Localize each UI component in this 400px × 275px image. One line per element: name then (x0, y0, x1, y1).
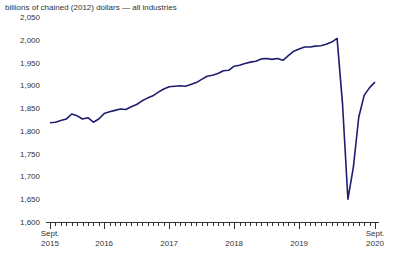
x-tick-label: 2016 (95, 239, 113, 248)
x-tick (120, 222, 121, 226)
x-tick (348, 222, 349, 226)
x-tick (126, 222, 127, 226)
x-tick (310, 222, 311, 226)
x-tick-label: 2017 (160, 239, 178, 248)
x-tick (370, 222, 371, 226)
x-tick (256, 222, 257, 226)
x-tick-label: Sept.2015 (41, 229, 60, 248)
y-tick-label: 1,700 (20, 172, 41, 181)
x-tick (234, 222, 235, 229)
x-tick (55, 222, 56, 226)
chart: billions of chained (2012) dollars — all… (0, 0, 400, 275)
x-tick (202, 222, 203, 226)
x-tick (245, 222, 246, 226)
y-tick-label: 1,900 (20, 81, 41, 90)
x-tick (250, 222, 251, 226)
x-tick (288, 222, 289, 226)
x-tick (240, 222, 241, 226)
x-tick (375, 222, 376, 229)
x-tick (283, 222, 284, 226)
x-tick (272, 222, 273, 226)
axis-title: billions of chained (2012) dollars — all… (5, 3, 177, 12)
x-tick (110, 222, 111, 226)
x-tick (229, 222, 230, 226)
x-tick (153, 222, 154, 226)
x-tick (115, 222, 116, 226)
x-tick (213, 222, 214, 226)
x-tick (180, 222, 181, 226)
x-tick (321, 222, 322, 226)
y-tick-label: 1,850 (20, 104, 41, 113)
x-axis: Sept.2015 2016 2017 2018 2019 Sept.2020 (41, 222, 385, 248)
x-tick (332, 222, 333, 226)
x-tick (218, 222, 219, 226)
x-tick (353, 222, 354, 226)
x-tick (148, 222, 149, 226)
x-tick (359, 222, 360, 226)
x-tick (305, 222, 306, 226)
x-tick (175, 222, 176, 226)
x-axis-line (46, 222, 379, 223)
x-tick (278, 222, 279, 226)
plot-area (50, 38, 375, 199)
x-tick (66, 222, 67, 226)
x-tick (326, 222, 327, 226)
x-tick (169, 222, 170, 229)
x-tick (50, 222, 51, 229)
x-tick (104, 222, 105, 229)
x-tick (137, 222, 138, 226)
x-tick (364, 222, 365, 226)
y-tick-label: 1,600 (20, 218, 41, 227)
y-tick-label: 2,050 (20, 13, 41, 22)
x-tick (77, 222, 78, 226)
x-tick-label: 2019 (290, 239, 308, 248)
x-tick (61, 222, 62, 226)
x-tick (207, 222, 208, 226)
x-tick (185, 222, 186, 226)
x-tick (164, 222, 165, 226)
x-tick (142, 222, 143, 226)
x-tick (99, 222, 100, 226)
x-tick (267, 222, 268, 226)
x-tick (93, 222, 94, 226)
x-tick (158, 222, 159, 226)
x-tick-label: Sept.2020 (366, 229, 385, 248)
y-tick-label: 1,750 (20, 150, 41, 159)
x-tick (88, 222, 89, 226)
x-tick (261, 222, 262, 226)
y-tick-label: 1,950 (20, 59, 41, 68)
y-tick-label: 1,650 (20, 195, 41, 204)
x-tick (337, 222, 338, 226)
x-tick (196, 222, 197, 226)
x-tick (83, 222, 84, 226)
data-line (50, 38, 375, 199)
x-tick (72, 222, 73, 226)
x-tick (131, 222, 132, 226)
x-tick (191, 222, 192, 226)
x-tick (343, 222, 344, 226)
x-tick (315, 222, 316, 226)
x-tick (294, 222, 295, 226)
y-axis: 1,600 1,650 1,700 1,750 1,800 1,850 1,900 1,950… (20, 13, 41, 227)
x-tick-label: 2018 (225, 239, 243, 248)
x-tick (223, 222, 224, 226)
y-tick-label: 1,800 (20, 127, 41, 136)
y-tick-label: 2,000 (20, 36, 41, 45)
x-tick (299, 222, 300, 229)
